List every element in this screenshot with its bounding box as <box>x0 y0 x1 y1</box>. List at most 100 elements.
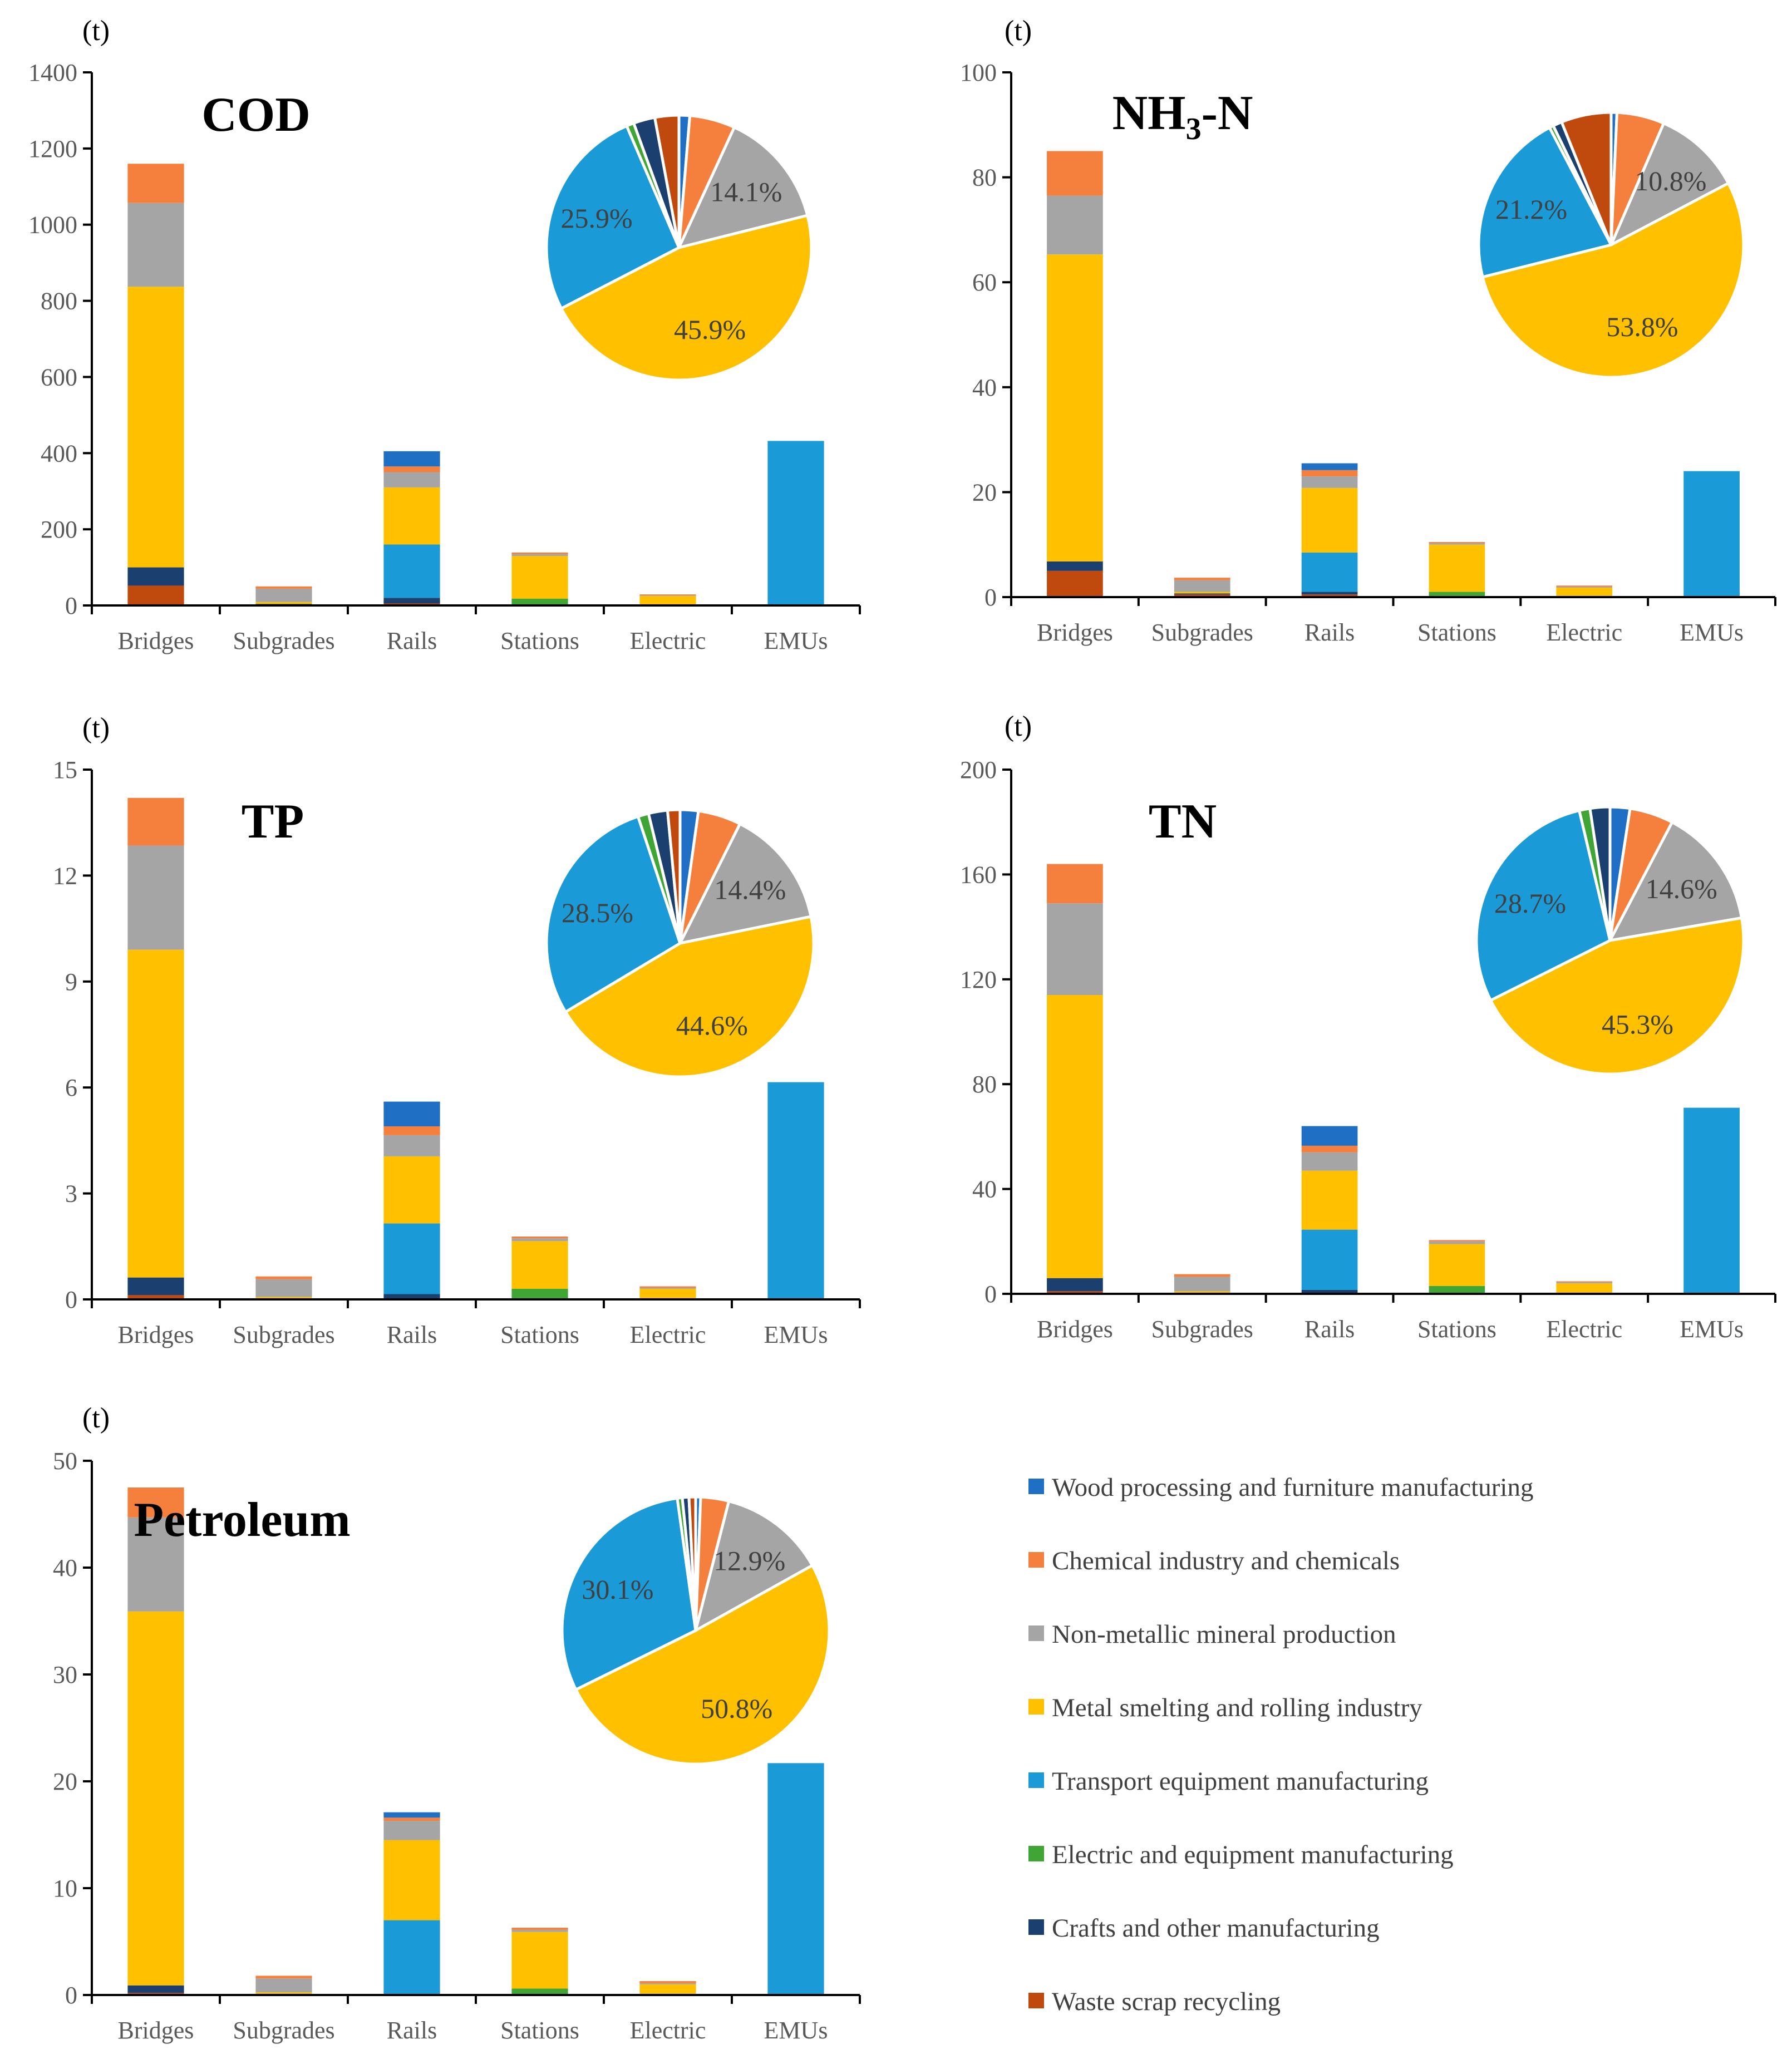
petroleum-xtick-label: Stations <box>500 2017 579 2044</box>
nh3n-bar-nonmetallic-stations <box>1429 543 1485 545</box>
tn-bar-nonmetallic-electric <box>1556 1282 1613 1284</box>
tn-bar-chemical-bridges <box>1047 864 1103 904</box>
tp-pie-label-transport: 28.5% <box>562 897 633 928</box>
cod-bar-chemical-subgrades <box>255 586 312 589</box>
cod-chart-title: COD <box>201 88 311 142</box>
nh3n-bar-metal-stations <box>1429 544 1485 592</box>
tn-chart-title: TN <box>1149 795 1217 849</box>
tp-ytick-label: 12 <box>53 862 77 889</box>
petroleum-bar-chemical-stations <box>511 1928 568 1930</box>
cod-xtick-label: Bridges <box>118 627 194 654</box>
tp-bar-nonmetallic-stations <box>511 1238 568 1242</box>
nh3n-pie-slice-transport <box>1477 126 1613 279</box>
cod-ytick-label: 1000 <box>28 211 77 239</box>
cod-bar-wood-rails <box>383 451 440 467</box>
tp-bar-crafts-bridges <box>127 1277 184 1296</box>
tn-bar-nonmetallic-bridges <box>1047 903 1103 996</box>
legend-label-chemical: Chemical industry and chemicals <box>1052 1546 1400 1575</box>
tn-bar-nonmetallic-stations <box>1429 1241 1485 1244</box>
cod-ytick-label: 0 <box>65 592 77 619</box>
tp-xtick-label: Stations <box>500 1321 579 1348</box>
nh3n-bar-electric_equip-stations <box>1429 592 1485 597</box>
nh3n-ytick-label: 80 <box>972 164 997 191</box>
tp-bar-wood-rails <box>383 1101 440 1127</box>
legend-swatch-metal <box>1028 1699 1044 1715</box>
tn-bar-chemical-rails <box>1301 1145 1358 1152</box>
petroleum-bar-metal-rails <box>383 1840 440 1920</box>
nh3n-bar-nonmetallic-subgrades <box>1174 580 1230 592</box>
tp-pie-slice-waste <box>666 808 682 945</box>
tn-bar-chemical-electric <box>1556 1281 1613 1282</box>
tn-ytick-label: 120 <box>960 966 997 993</box>
tp-bar-nonmetallic-rails <box>383 1135 440 1156</box>
petroleum-bar-transport-emus <box>767 1763 824 1995</box>
tn-bar-transport-emus <box>1683 1107 1740 1294</box>
nh3n-unit-label: (t) <box>1005 15 1032 47</box>
petroleum-bar-chemical-subgrades <box>255 1976 312 1979</box>
tn-ytick-label: 40 <box>972 1176 997 1203</box>
tn-ytick-label: 160 <box>960 861 997 888</box>
legend-swatch-nonmetallic <box>1028 1625 1044 1641</box>
tp-bar-metal-electric <box>639 1288 696 1299</box>
tn-bar-metal-stations <box>1429 1244 1485 1286</box>
petroleum-bar-nonmetallic-subgrades <box>255 1978 312 1993</box>
tn-bar-nonmetallic-rails <box>1301 1152 1358 1171</box>
nh3n-xtick-label: Electric <box>1546 619 1622 646</box>
petroleum-bar-metal-subgrades <box>255 1992 312 1995</box>
tn-bar-metal-electric <box>1556 1283 1613 1294</box>
tp-bar-transport-emus <box>767 1082 824 1299</box>
tp-bar-nonmetallic-electric <box>639 1288 696 1289</box>
petroleum-xtick-label: Electric <box>630 2017 706 2044</box>
petroleum-ytick-label: 20 <box>53 1768 77 1795</box>
legend-label-wood: Wood processing and furniture manufactur… <box>1052 1473 1533 1502</box>
nh3n-bar-nonmetallic-bridges <box>1047 195 1103 255</box>
nh3n-bar-wood-rails <box>1301 463 1358 470</box>
nh3n-bar-crafts-bridges <box>1047 561 1103 571</box>
nh3n-bar-transport-emus <box>1683 471 1740 597</box>
petroleum-bar-metal-stations <box>511 1932 568 1989</box>
nh3n-bar-metal-electric <box>1556 588 1613 597</box>
petroleum-bar-nonmetallic-electric <box>639 1983 696 1984</box>
cod-bar-metal-rails <box>383 487 440 545</box>
tp-xtick-label: Rails <box>387 1321 437 1348</box>
petroleum-pie-label-nonmetallic: 12.9% <box>713 1545 785 1577</box>
nh3n-pie-slice-waste <box>1560 111 1613 247</box>
petroleum-xtick-label: EMUs <box>764 2017 828 2044</box>
cod-ytick-label: 1200 <box>28 135 77 162</box>
cod-bar-chemical-bridges <box>127 164 184 203</box>
tp-xtick-label: EMUs <box>764 1321 828 1348</box>
petroleum-bar-nonmetallic-bridges <box>127 1517 184 1612</box>
tp-ytick-label: 6 <box>65 1074 77 1101</box>
tn-bar-crafts-rails <box>1301 1289 1358 1294</box>
legend-swatch-crafts <box>1028 1919 1044 1935</box>
chart-petroleum: (t) 0 10 20 30 40 50 Bridges Subgrades Rails Stati… <box>53 1402 861 2044</box>
nh3n-bar-chemical-electric <box>1556 585 1613 587</box>
petroleum-chart-title: Petroleum <box>134 1493 350 1547</box>
nh3n-pie-label-metal: 53.8% <box>1606 311 1678 342</box>
nh3n-ytick-label: 40 <box>972 374 997 401</box>
nh3n-bar-waste-rails <box>1301 594 1358 597</box>
nh3n-bar-metal-bridges <box>1047 254 1103 561</box>
cod-xtick-label: Subgrades <box>233 627 334 654</box>
tp-bar-nonmetallic-subgrades <box>255 1279 312 1297</box>
tp-xtick-label: Bridges <box>118 1321 194 1348</box>
nh3n-pie-label-transport: 21.2% <box>1495 194 1567 225</box>
nh3n-bar-chemical-stations <box>1429 541 1485 543</box>
nh3n-bar-crafts-subgrades <box>1174 593 1230 595</box>
cod-pie-label-metal: 45.9% <box>674 314 746 345</box>
legend-label-metal: Metal smelting and rolling industry <box>1052 1693 1422 1722</box>
tn-bar-wood-rails <box>1301 1126 1358 1146</box>
tn-xtick-label: Rails <box>1304 1316 1355 1343</box>
chart-tn: (t) 0 40 80 120 160 200 Bridges Subgrades Rails St… <box>960 711 1776 1343</box>
cod-bar-metal-electric <box>639 595 696 605</box>
tp-ytick-label: 3 <box>65 1180 77 1208</box>
nh3n-xtick-label: EMUs <box>1680 619 1744 646</box>
tp-ytick-label: 0 <box>65 1286 77 1313</box>
tn-bar-nonmetallic-subgrades <box>1174 1277 1230 1292</box>
tp-bar-metal-stations <box>511 1241 568 1289</box>
legend-swatch-chemical <box>1028 1552 1044 1568</box>
petroleum-bar-chemical-electric <box>639 1981 696 1983</box>
tn-xtick-label: Stations <box>1417 1316 1496 1343</box>
nh3n-pie-label-nonmetallic: 10.8% <box>1635 165 1706 196</box>
petroleum-ytick-label: 50 <box>53 1447 77 1475</box>
